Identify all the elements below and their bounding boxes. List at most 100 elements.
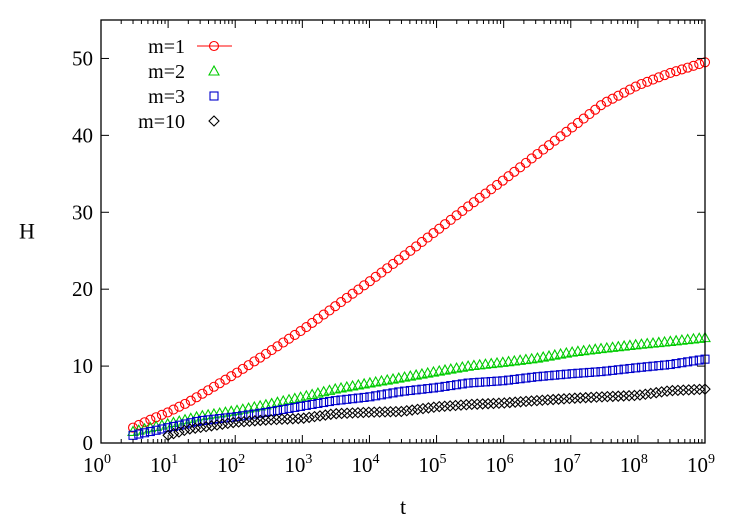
- series-m=1: [127, 57, 711, 433]
- data-point: [417, 402, 429, 415]
- data-point: [590, 391, 603, 403]
- data-point: [405, 245, 416, 256]
- data-point: [325, 408, 337, 421]
- data-point: [376, 390, 387, 400]
- data-point: [423, 384, 433, 394]
- y-tick-label: 10: [72, 354, 93, 378]
- data-point: [406, 404, 418, 416]
- data-point: [617, 390, 630, 402]
- data-point: [628, 389, 641, 402]
- data-point: [525, 395, 538, 407]
- data-point: [446, 381, 456, 391]
- data-point: [460, 398, 473, 411]
- data-point: [486, 376, 496, 387]
- data-point: [558, 393, 570, 405]
- data-point: [301, 400, 311, 410]
- data-point: [313, 398, 323, 409]
- data-point: [163, 423, 173, 433]
- data-point: [672, 384, 684, 397]
- data-point: [254, 414, 267, 427]
- data-point: [515, 374, 525, 384]
- data-point: [469, 378, 479, 388]
- data-point: [227, 416, 239, 429]
- data-point: [451, 210, 462, 221]
- data-point: [341, 407, 353, 419]
- data-point: [547, 393, 559, 406]
- data-point: [278, 337, 289, 348]
- data-point: [203, 385, 214, 396]
- data-point: [682, 62, 693, 73]
- data-point: [644, 387, 657, 400]
- data-point: [612, 390, 625, 402]
- data-point: [556, 370, 566, 380]
- data-point: [688, 60, 699, 71]
- data-point: [330, 407, 343, 420]
- legend-marker: [209, 91, 219, 101]
- data-point: [655, 386, 668, 398]
- data-point: [185, 395, 196, 406]
- data-point: [654, 361, 664, 371]
- data-point: [400, 386, 410, 396]
- data-point: [596, 391, 608, 403]
- data-point: [444, 400, 456, 412]
- data-point: [578, 113, 589, 124]
- data-point: [324, 396, 335, 407]
- data-point: [289, 329, 300, 340]
- x-tick-label: 104: [351, 452, 379, 477]
- data-point: [362, 406, 375, 419]
- data-point: [590, 367, 600, 377]
- data-point: [515, 162, 526, 173]
- legend-label: m=10: [138, 111, 185, 133]
- data-point: [220, 374, 231, 385]
- data-point: [400, 404, 413, 417]
- data-point: [416, 236, 427, 248]
- data-point: [573, 368, 583, 378]
- data-point: [145, 414, 156, 425]
- legend-marker: [208, 40, 220, 52]
- data-point: [585, 391, 597, 404]
- x-tick-label: 105: [419, 452, 447, 477]
- data-point: [650, 386, 662, 399]
- data-point: [647, 74, 659, 85]
- data-point: [498, 376, 508, 386]
- data-point: [653, 72, 664, 83]
- data-point: [567, 122, 578, 133]
- data-point: [541, 394, 554, 406]
- data-point: [607, 93, 618, 104]
- data-point: [139, 417, 150, 428]
- data-point: [259, 414, 272, 426]
- data-point: [596, 367, 606, 377]
- data-point: [216, 418, 229, 430]
- data-point: [238, 411, 248, 421]
- data-point: [476, 398, 489, 410]
- data-point: [493, 397, 505, 409]
- axis-ticks: 0 10 20 30 40 50 100 101 102 103 104 105 106 107 108 10…: [72, 20, 715, 477]
- data-point: [619, 364, 629, 374]
- data-point: [520, 157, 531, 168]
- data-point: [156, 409, 167, 420]
- data-point: [624, 84, 635, 95]
- data-point: [260, 348, 271, 359]
- data-point: [232, 416, 245, 428]
- data-point: [613, 90, 624, 101]
- data-point: [439, 219, 451, 230]
- data-point: [527, 372, 537, 382]
- data-point: [660, 360, 670, 370]
- legend-label: m=2: [148, 61, 185, 83]
- data-point: [619, 87, 630, 98]
- data-point: [167, 427, 180, 440]
- data-point: [296, 401, 306, 411]
- data-point: [192, 416, 202, 427]
- data-point: [543, 140, 555, 151]
- data-point: [168, 421, 179, 432]
- x-tick-label: 107: [553, 452, 581, 477]
- legend-marker: [208, 64, 220, 76]
- x-tick-label: 103: [284, 452, 312, 477]
- data-point: [631, 363, 641, 373]
- data-point: [503, 396, 516, 409]
- y-axis-label: H: [19, 219, 35, 244]
- data-point: [509, 166, 520, 177]
- data-point: [283, 333, 295, 344]
- data-point: [157, 424, 167, 434]
- x-tick-label: 100: [83, 452, 111, 477]
